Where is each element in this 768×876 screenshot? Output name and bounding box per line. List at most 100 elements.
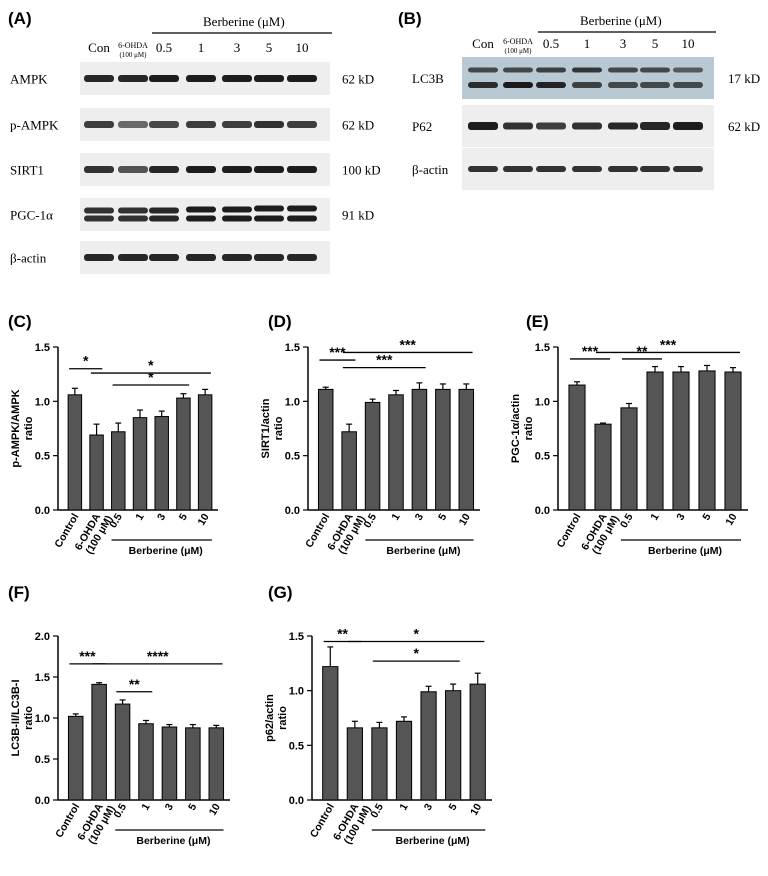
lane-label: 10 bbox=[296, 40, 309, 55]
bar bbox=[89, 434, 104, 511]
x-tick-label: 1 bbox=[648, 511, 661, 522]
y-axis-label-line: ratio bbox=[23, 416, 35, 440]
group-label: Berberine (μM) bbox=[386, 545, 460, 557]
protein-label: P62 bbox=[412, 119, 432, 134]
blot-band bbox=[222, 75, 252, 82]
blot-strip bbox=[462, 57, 714, 99]
lane-label: 0.5 bbox=[156, 40, 172, 55]
x-tick-label: 5 bbox=[177, 511, 190, 522]
group-label: Berberine (μM) bbox=[396, 835, 470, 847]
bar bbox=[420, 691, 437, 801]
x-tick-label: 3 bbox=[422, 801, 435, 812]
blot-band bbox=[468, 67, 498, 73]
blot-band bbox=[254, 75, 284, 82]
y-axis-label: SIRT1/actinratio bbox=[260, 398, 285, 458]
y-tick-label: 1.5 bbox=[35, 342, 50, 354]
blot-band bbox=[149, 121, 179, 128]
protein-label: LC3B bbox=[412, 71, 444, 86]
blot-band bbox=[186, 166, 216, 173]
blot-band bbox=[186, 254, 216, 261]
y-tick-label: 0.5 bbox=[35, 451, 50, 463]
x-tick-label: 10 bbox=[196, 511, 212, 527]
bar bbox=[594, 423, 612, 511]
chart-panel-g: (G)0.00.51.01.5p62/actinratioControl6-OH… bbox=[264, 583, 492, 847]
y-tick-label: 1.5 bbox=[35, 672, 50, 684]
blot-band bbox=[118, 254, 148, 261]
blot-band bbox=[118, 75, 148, 82]
panel-label: (D) bbox=[268, 312, 292, 331]
bar bbox=[111, 431, 126, 511]
significance-label: ** bbox=[129, 676, 140, 692]
bar bbox=[698, 370, 716, 511]
blot-band bbox=[572, 82, 602, 88]
y-tick-label: 1.0 bbox=[289, 686, 304, 698]
blot-band bbox=[254, 121, 284, 128]
blot-band bbox=[536, 166, 566, 172]
blot-band bbox=[673, 67, 703, 73]
chart-panel-e: (E)0.00.51.01.5PGC-1α/actinratioControl6… bbox=[510, 312, 748, 557]
significance-label: * bbox=[148, 369, 154, 385]
blot-band bbox=[608, 67, 638, 73]
blot-band bbox=[186, 206, 216, 213]
blot-band bbox=[287, 215, 317, 222]
kd-label: 62 kD bbox=[342, 72, 374, 87]
lane-label: 3 bbox=[620, 36, 627, 51]
blot-band bbox=[287, 75, 317, 82]
significance-label: ** bbox=[637, 343, 648, 359]
lane-sublabel: (100 μM) bbox=[120, 51, 148, 59]
blot-panel-b: (B) Berberine (μM) Con 6-OHDA(100 μM) 0.5 1 3 5… bbox=[398, 9, 760, 190]
blot-band bbox=[468, 166, 498, 172]
bar bbox=[646, 371, 664, 511]
bar bbox=[138, 723, 154, 801]
x-tick-label: 1 bbox=[389, 511, 402, 522]
blot-band bbox=[186, 121, 216, 128]
blot-band bbox=[84, 75, 114, 82]
bar bbox=[114, 703, 131, 801]
protein-label: p-AMPK bbox=[10, 118, 59, 133]
bar bbox=[161, 726, 178, 801]
y-axis-label: p-AMPK/AMPKratio bbox=[10, 389, 35, 467]
bar bbox=[346, 727, 363, 801]
y-axis-label: LC3B-II/LC3B-Iratio bbox=[10, 680, 35, 757]
bar bbox=[185, 727, 201, 801]
x-tick-label: 10 bbox=[457, 511, 473, 527]
y-axis-label-line: ratio bbox=[277, 706, 289, 730]
blot-band bbox=[149, 215, 179, 222]
protein-label: AMPK bbox=[10, 72, 48, 87]
blot-band bbox=[118, 121, 148, 128]
y-axis-label-line: ratio bbox=[523, 416, 535, 440]
y-tick-label: 0.5 bbox=[285, 451, 300, 463]
protein-label: SIRT1 bbox=[10, 163, 44, 178]
blot-band bbox=[287, 121, 317, 128]
y-axis-label-line: ratio bbox=[23, 706, 35, 730]
x-tick-label: 5 bbox=[446, 801, 459, 812]
blot-band bbox=[503, 67, 533, 73]
x-tick-label: 5 bbox=[700, 511, 713, 522]
y-tick-label: 0.0 bbox=[285, 505, 300, 517]
significance-label: *** bbox=[329, 344, 346, 360]
lane-label: 5 bbox=[652, 36, 659, 51]
blot-band bbox=[572, 67, 602, 73]
blot-band bbox=[84, 215, 114, 222]
kd-label: 91 kD bbox=[342, 208, 374, 223]
y-axis-label-line: ratio bbox=[273, 416, 285, 440]
blot-band bbox=[254, 166, 284, 173]
blot-band bbox=[254, 254, 284, 261]
blot-band bbox=[287, 166, 317, 173]
group-label: Berberine (μM) bbox=[648, 545, 722, 557]
blot-panel-a: (A) Berberine (μM) Con 6-OHDA(100 μM) 0.5 1 3 5… bbox=[8, 9, 381, 274]
blot-band bbox=[673, 82, 703, 88]
bar bbox=[197, 394, 213, 511]
blot-band bbox=[673, 122, 703, 130]
x-tick-label: 5 bbox=[436, 511, 449, 522]
bar bbox=[208, 727, 225, 801]
blot-band bbox=[468, 82, 498, 88]
group-label: Berberine (μM) bbox=[129, 545, 203, 557]
protein-label: β-actin bbox=[10, 251, 47, 266]
significance-label: * bbox=[414, 645, 420, 661]
blot-band bbox=[222, 166, 252, 173]
bar bbox=[458, 388, 475, 511]
panel-label: (B) bbox=[398, 9, 422, 28]
bar bbox=[395, 720, 413, 801]
kd-label: 62 kD bbox=[342, 118, 374, 133]
